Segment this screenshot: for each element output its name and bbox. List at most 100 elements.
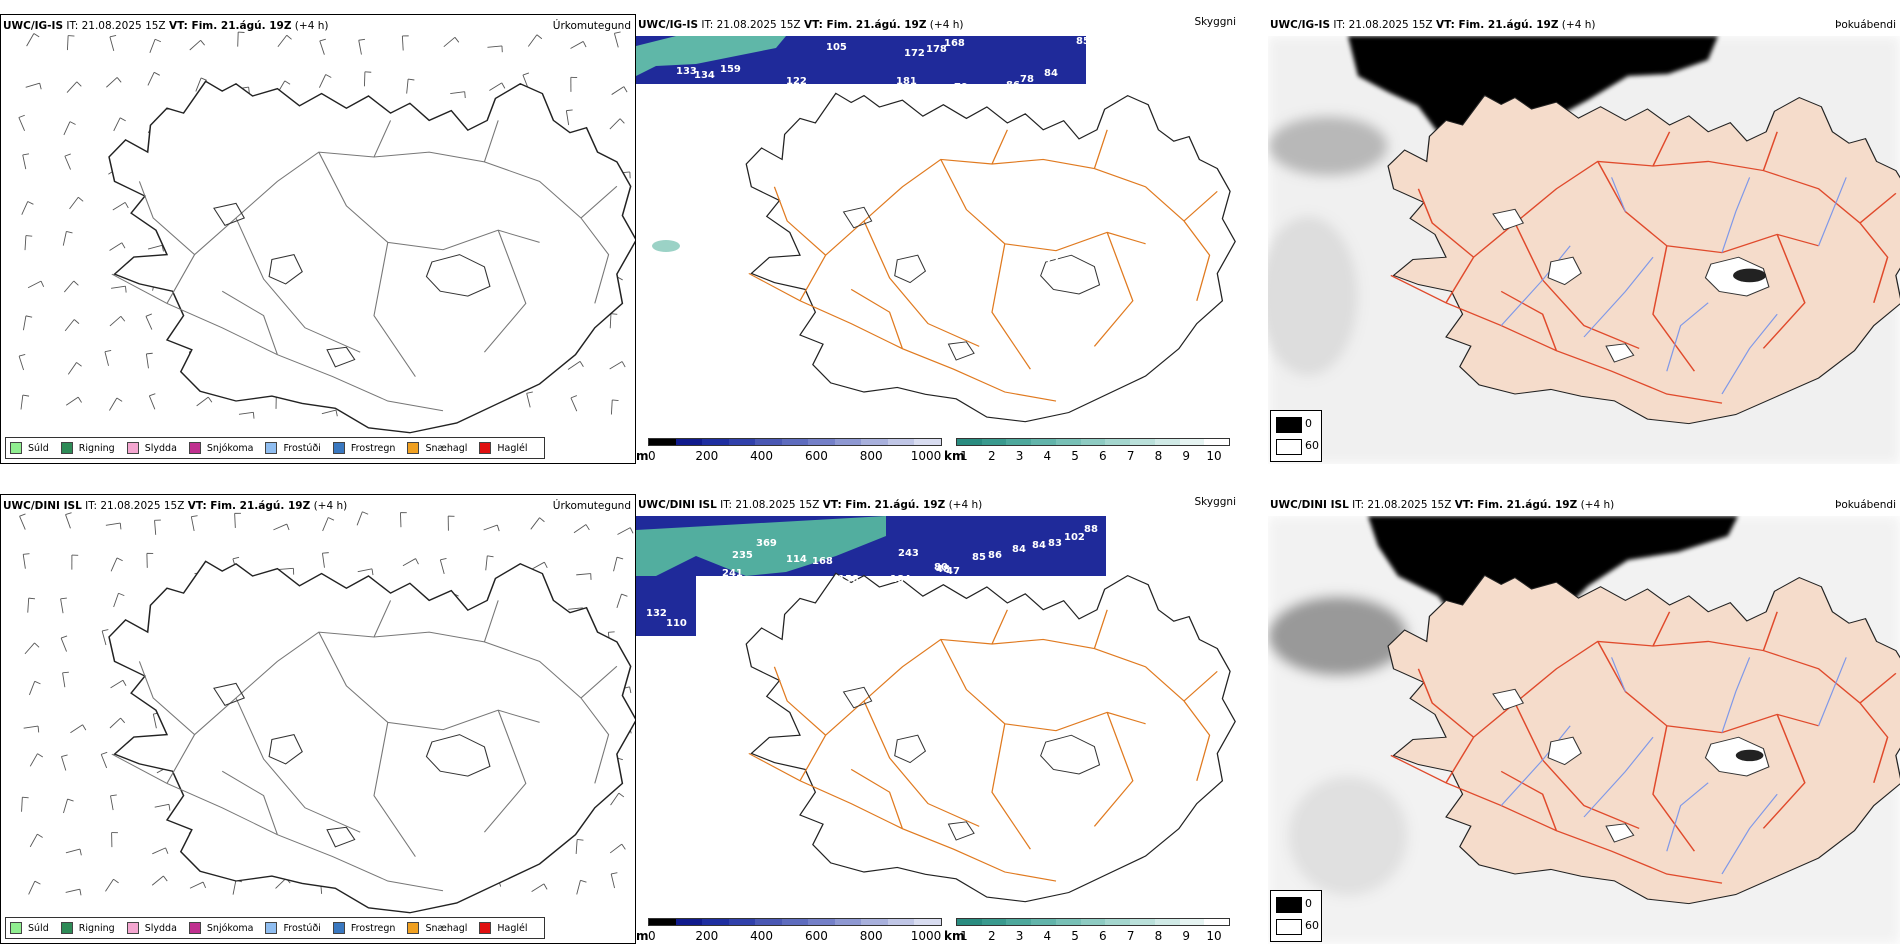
- cloud-base-label: 105: [826, 42, 847, 53]
- wind-barb: [27, 277, 46, 296]
- legend-swatch: [60, 442, 73, 454]
- cloud-base-label: 132: [646, 608, 667, 619]
- wind-barb: [272, 520, 292, 539]
- cloud-base-label: 102: [1064, 532, 1085, 543]
- wind-barb: [17, 795, 32, 813]
- wind-barb: [109, 715, 127, 734]
- legend-label: Snæhagl: [425, 442, 468, 454]
- cloud-base-label: 122: [786, 76, 807, 87]
- fog-legend-label: 60: [1305, 439, 1319, 452]
- wind-barb: [356, 510, 369, 527]
- fog-panel-top: UWC/IG-IS IT: 21.08.2025 15Z VT: Fim. 21…: [1268, 14, 1900, 464]
- legend-swatch: [265, 442, 278, 454]
- wind-barb: [443, 513, 459, 532]
- cloud-base-label: 110: [666, 618, 687, 629]
- wind-barb: [107, 830, 122, 848]
- wind-barb: [21, 200, 35, 217]
- cloud-base-label: 152: [938, 92, 959, 103]
- legend-label: Rigning: [78, 442, 115, 454]
- wind-barb: [149, 38, 162, 55]
- legend-swatch: [479, 442, 492, 454]
- cloud-base-label: 79: [954, 82, 968, 93]
- fog-legend: 0 60: [1270, 890, 1322, 942]
- colorbar-tick: 200: [695, 929, 719, 943]
- panel-title: Þokuábendi: [1835, 19, 1896, 31]
- panel-title: Skyggni: [1194, 16, 1237, 28]
- cloud-base-label: 112: [804, 146, 825, 157]
- legend-label: Frostregn: [350, 922, 396, 934]
- colorbar-tick: 1000: [910, 449, 942, 463]
- wind-barb: [113, 592, 125, 609]
- visibility-colorbar: km 1 2 3 4 5 6 7 8 9 10: [944, 438, 1234, 464]
- legend-item: Rigning: [60, 442, 115, 454]
- cloud-base-label: 241: [722, 568, 743, 579]
- wind-barb: [566, 75, 581, 93]
- wind-barb: [147, 71, 161, 88]
- colorbar-tick: 4: [1043, 929, 1052, 943]
- wind-barb: [611, 83, 629, 102]
- colorbar-strip: [648, 918, 942, 926]
- colorbar-tick: 200: [695, 449, 719, 463]
- cloud-base-label: 132: [834, 136, 855, 147]
- legend-item: Rigning: [60, 922, 115, 934]
- cloud-base-label: 83: [1048, 538, 1062, 549]
- legend-swatch: [10, 442, 22, 454]
- legend-label: Súld: [28, 442, 49, 454]
- iceland-outline: [108, 560, 635, 914]
- legend-label: Haglél: [497, 442, 528, 454]
- cloud-base-label: 243: [898, 548, 919, 559]
- cloud-base-label: 16: [1116, 220, 1130, 231]
- legend-swatch: [265, 922, 278, 934]
- fog-map: [1268, 36, 1900, 464]
- precip-type-panel-top: UWC/IG-IS IT: 21.08.2025 15Z VT: Fim. 21…: [0, 14, 636, 464]
- colorbar-tick: 8: [1154, 929, 1163, 943]
- cloud-base-label: 86: [1006, 80, 1020, 91]
- colorbar-tick: 6: [1099, 449, 1107, 463]
- colorbar-unit: km: [944, 929, 965, 943]
- cloud-base-label: 85: [1076, 36, 1090, 47]
- wind-barb: [482, 554, 497, 571]
- lead-time: (+4 h): [294, 20, 329, 32]
- colorbar-strip: [648, 438, 942, 446]
- colorbar-tick: 400: [750, 929, 774, 943]
- model-name: UWC/DINI ISL: [638, 499, 717, 511]
- panel-title: Úrkomutegund: [552, 500, 631, 512]
- colorbar-tick: 9: [1182, 449, 1191, 463]
- wind-barb: [567, 393, 585, 412]
- wind-barb: [26, 32, 41, 50]
- wind-barb: [398, 33, 414, 51]
- legend-swatch: [60, 922, 73, 934]
- colorbar-tick: 400: [750, 449, 774, 463]
- wind-barb: [69, 721, 88, 740]
- wind-barb: [65, 845, 84, 862]
- legend-item: Haglél: [479, 442, 528, 454]
- wind-barb: [29, 752, 44, 770]
- panel-header: UWC/DINI ISL IT: 21.08.2025 15Z VT: Fim.…: [1270, 499, 1615, 511]
- legend-item: Súld: [10, 442, 49, 454]
- cloud-base-label: 84: [1032, 540, 1046, 551]
- colorbar-tick: 800: [859, 929, 883, 943]
- fog-legend-label: 0: [1305, 417, 1312, 430]
- colorbar-tick: 6: [1099, 929, 1107, 943]
- cloud-base-label: 114: [786, 554, 807, 565]
- wind-barb: [607, 870, 624, 889]
- cloud-base-label: 235: [732, 550, 753, 561]
- wind-barb: [16, 511, 34, 531]
- wind-barb: [607, 398, 622, 415]
- colorbar-tick: 2: [987, 929, 996, 943]
- legend-swatch: [407, 922, 420, 934]
- iceland-outline: [745, 92, 1236, 423]
- wind-barb: [154, 800, 173, 817]
- cloud-base-label: 47: [946, 566, 960, 577]
- wind-barb: [145, 391, 164, 410]
- legend-label: Rigning: [78, 922, 115, 934]
- wind-barb: [610, 791, 625, 809]
- wind-barb: [402, 555, 421, 574]
- wind-barb: [108, 396, 124, 414]
- legend-item: Snjókoma: [188, 922, 253, 934]
- wind-barb: [230, 511, 246, 529]
- model-name: UWC/DINI ISL: [1270, 499, 1349, 511]
- cloud-base-label: 43: [898, 116, 912, 127]
